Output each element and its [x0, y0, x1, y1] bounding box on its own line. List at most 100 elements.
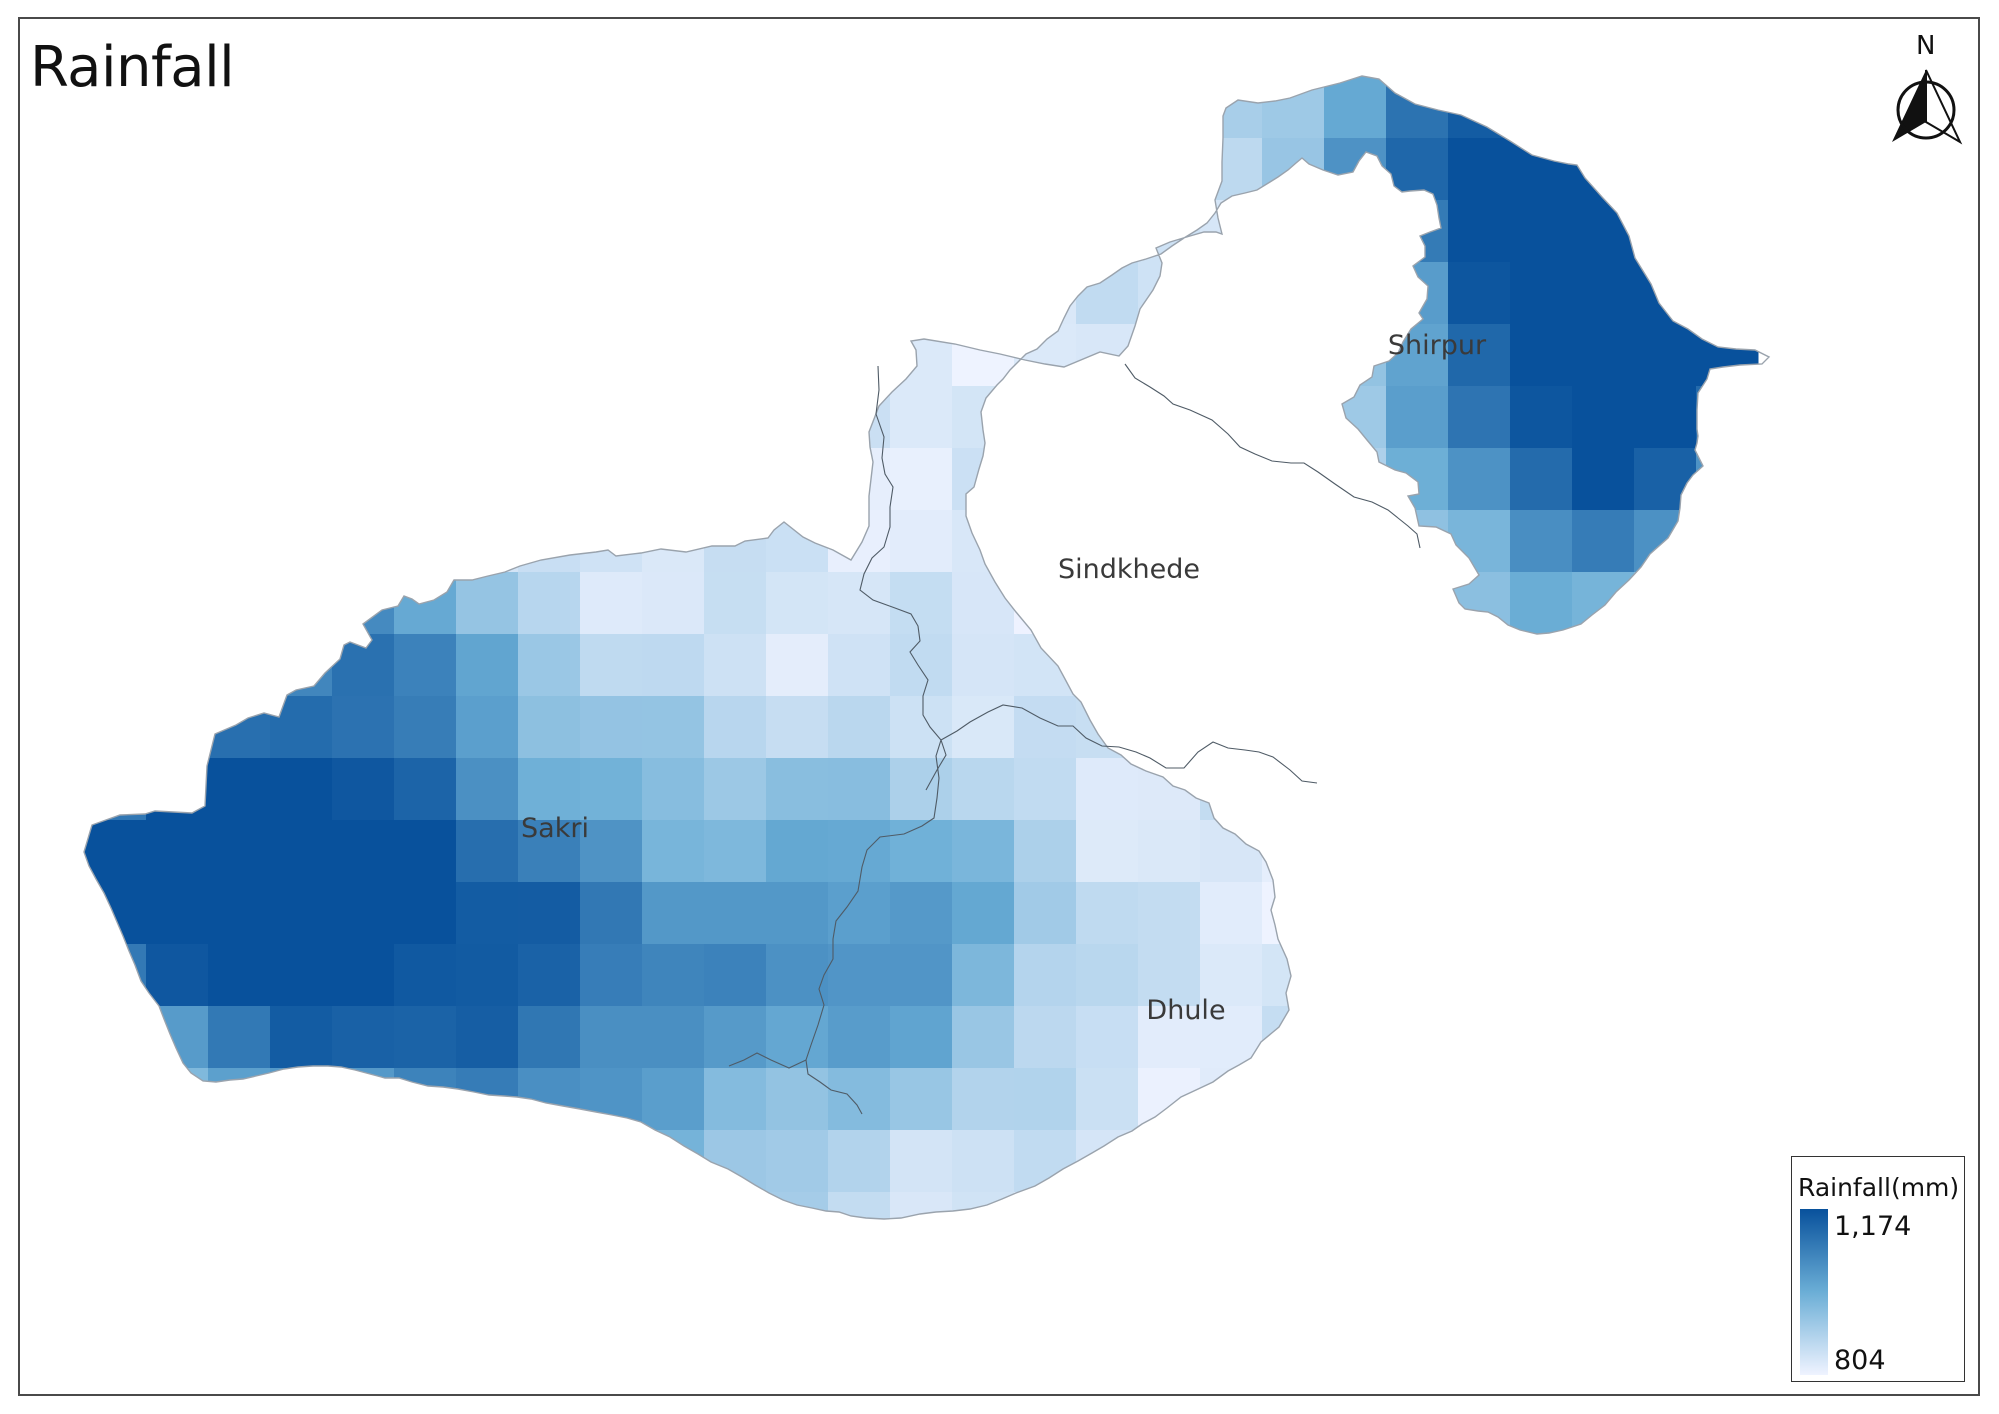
raster-cell — [1572, 572, 1635, 635]
raster-cell — [208, 634, 271, 697]
raster-cell — [1572, 510, 1635, 573]
raster-cell — [1200, 324, 1263, 387]
raster-cell — [208, 138, 271, 201]
raster-cell — [890, 758, 953, 821]
raster-cell — [332, 448, 395, 511]
raster-cell — [518, 1068, 581, 1131]
raster-cell — [1138, 76, 1201, 139]
raster-cell — [1696, 1130, 1759, 1193]
raster-cell — [766, 1192, 829, 1219]
raster-cell — [890, 324, 953, 387]
raster-cell — [1696, 386, 1759, 449]
raster-cell — [1262, 386, 1325, 449]
raster-cell — [766, 758, 829, 821]
raster-cell — [1014, 1006, 1077, 1069]
raster-cell — [1200, 882, 1263, 945]
raster-cell — [1448, 262, 1511, 325]
raster-cell — [580, 262, 643, 325]
raster-cell — [1262, 1130, 1325, 1193]
raster-cell — [642, 1192, 705, 1219]
raster-cell — [890, 386, 953, 449]
raster-cell — [1138, 324, 1201, 387]
raster-cell — [146, 882, 209, 945]
taluka-boundaries — [728, 363, 1421, 1115]
raster-cell — [890, 200, 953, 263]
raster-cell — [208, 758, 271, 821]
raster-cell — [766, 1068, 829, 1131]
raster-cell — [208, 696, 271, 759]
raster-cell — [1200, 386, 1263, 449]
raster-cell — [146, 1006, 209, 1069]
raster-cell — [1386, 1192, 1449, 1219]
raster-cell — [580, 76, 643, 139]
raster-cell — [332, 1192, 395, 1219]
raster-cell — [952, 944, 1015, 1007]
raster-cell — [1324, 572, 1387, 635]
raster-cell — [1076, 820, 1139, 883]
raster-cell — [828, 1006, 891, 1069]
raster-cell — [1386, 1068, 1449, 1131]
raster-cell — [1324, 882, 1387, 945]
raster-cell — [1324, 448, 1387, 511]
raster-cell — [580, 882, 643, 945]
raster-cell — [208, 386, 271, 449]
raster-cell — [766, 324, 829, 387]
raster-cell — [456, 1192, 519, 1219]
raster-cell — [1386, 758, 1449, 821]
raster-cell — [394, 200, 457, 263]
raster-cell — [1634, 820, 1697, 883]
raster-cell — [332, 696, 395, 759]
raster-cell — [642, 696, 705, 759]
raster-cell — [642, 76, 705, 139]
raster-cell — [1510, 262, 1573, 325]
raster-cell — [270, 820, 333, 883]
raster-cell — [332, 76, 395, 139]
raster-cell — [1634, 76, 1697, 139]
raster-cell — [1324, 820, 1387, 883]
raster-cell — [952, 758, 1015, 821]
raster-cell — [1076, 200, 1139, 263]
raster-cell — [146, 138, 209, 201]
raster-cell — [1324, 758, 1387, 821]
raster-cell — [1014, 882, 1077, 945]
raster-cell — [1076, 324, 1139, 387]
raster-cell — [270, 386, 333, 449]
raster-cell — [580, 1068, 643, 1131]
raster-cell — [890, 572, 953, 635]
raster-cell — [146, 1068, 209, 1131]
raster-cell — [580, 1006, 643, 1069]
raster-cell — [1572, 820, 1635, 883]
raster-cell — [704, 324, 767, 387]
raster-cell — [1634, 324, 1697, 387]
raster-cell — [642, 1006, 705, 1069]
raster-cell — [642, 634, 705, 697]
raster-cell — [1634, 696, 1697, 759]
raster-cell — [456, 1006, 519, 1069]
raster-cell — [1386, 1006, 1449, 1069]
raster-cell — [952, 510, 1015, 573]
raster-cell — [84, 262, 147, 325]
raster-cell — [456, 200, 519, 263]
raster-cell — [952, 882, 1015, 945]
raster-cell — [1510, 1192, 1573, 1219]
raster-cell — [704, 572, 767, 635]
raster-cell — [1448, 696, 1511, 759]
raster-cell — [1200, 510, 1263, 573]
raster-cell — [766, 820, 829, 883]
raster-cell — [84, 1068, 147, 1131]
raster-cell — [1014, 1130, 1077, 1193]
raster-cell — [1262, 200, 1325, 263]
raster-cell — [1014, 758, 1077, 821]
raster-cell — [146, 944, 209, 1007]
raster-cell — [766, 1130, 829, 1193]
raster-cell — [704, 1130, 767, 1193]
raster-cell — [1448, 200, 1511, 263]
raster-cell — [270, 76, 333, 139]
raster-cell — [1696, 510, 1759, 573]
raster-cell — [1138, 386, 1201, 449]
raster-cell — [1200, 758, 1263, 821]
raster-cell — [642, 262, 705, 325]
raster-cell — [890, 820, 953, 883]
raster-cell — [1510, 944, 1573, 1007]
